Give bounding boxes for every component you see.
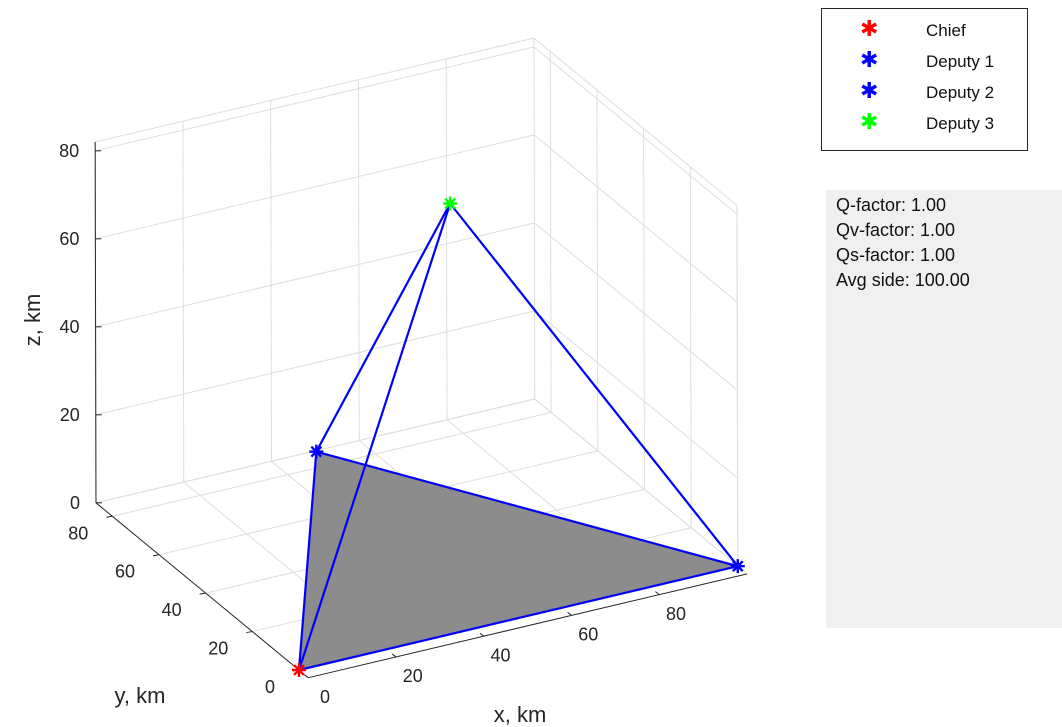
z-tick-label: 20 [60, 405, 80, 425]
tetrahedron-edge [297, 203, 452, 671]
legend-label-chief: Chief [926, 21, 966, 40]
z-tick-label: 40 [60, 317, 80, 337]
y-tick-label: 20 [208, 639, 228, 659]
z-axis-label: z, km [20, 294, 45, 347]
marker-deputy-2 [309, 444, 324, 459]
grid-line-x-backwall [357, 79, 360, 441]
y-tick [152, 554, 160, 557]
box-edge [533, 38, 536, 399]
y-axis-label: y, km [115, 683, 166, 708]
marker-deputy-1 [730, 559, 745, 574]
x-tick [567, 611, 572, 616]
axis-lines [94, 142, 748, 679]
legend-label-deputy-1: Deputy 1 [926, 52, 995, 71]
box-edge [95, 37, 535, 143]
grid-line-z-backwall [95, 310, 535, 416]
y-tick-label: 80 [68, 523, 88, 543]
z-tick-label: 80 [59, 141, 79, 161]
legend-item-deputy-3: ✱ Deputy 3 [822, 110, 1027, 136]
avg-side-text: Avg side: 100.00 [836, 270, 970, 290]
marker-deputy-3 [443, 196, 458, 211]
tetrahedron-edge [298, 565, 739, 672]
grid-line-z-backwall [95, 46, 535, 152]
shaded-face [299, 451, 738, 670]
qv-factor-text: Qv-factor: 1.00 [836, 220, 956, 240]
edges [297, 202, 739, 672]
grid-line-x-backwall [445, 58, 448, 420]
grid-line-z-backwall [95, 222, 535, 328]
box-edge [736, 205, 739, 567]
legend-marker-deputy-3: ✱ [860, 110, 879, 135]
grid-line-x-backwall [270, 100, 272, 462]
legend: ✱ Chief ✱ Deputy 1 ✱ Deputy 2 ✱ Deputy 3 [821, 8, 1028, 151]
legend-marker-deputy-1: ✱ [860, 48, 879, 73]
x-tick-label: 40 [491, 645, 511, 665]
x-tick-label: 20 [403, 666, 423, 686]
base-triangle-face [299, 451, 738, 670]
x-axis-line [308, 573, 748, 679]
grid-line-z-sidewall [533, 134, 738, 303]
grid-line-z-sidewall [534, 310, 738, 479]
grid-line-y-sidewall [689, 166, 692, 528]
axis-labels: x, km y, km z, km [20, 294, 546, 727]
z-tick-label: 0 [70, 493, 80, 513]
markers [292, 196, 745, 677]
y-axis-line [95, 502, 300, 671]
box-edge [534, 398, 739, 567]
grid-line-y-sidewall [549, 51, 552, 413]
y-tick [106, 515, 113, 518]
legend-item-chief: ✱ Chief [822, 17, 1027, 43]
legend-marker-deputy-2: ✱ [860, 79, 879, 104]
grid-line-y-sidewall [596, 90, 599, 451]
grid-line-x-backwall [182, 121, 185, 483]
y-tick [246, 631, 253, 634]
y-tick-label: 60 [115, 562, 135, 582]
x-tick [479, 632, 485, 637]
marker-chief [292, 663, 306, 677]
legend-label-deputy-3: Deputy 3 [926, 114, 995, 133]
tetrahedron-edge [315, 202, 452, 453]
marker-stroke [732, 560, 744, 572]
box-edge [533, 37, 738, 206]
q-factor-text: Q-factor: 1.00 [836, 195, 947, 215]
x-tick [304, 674, 309, 679]
x-tick-label: 80 [666, 604, 686, 624]
x-tick-label: 60 [578, 625, 598, 645]
tick-labels: 0 20 40 60 80 0 20 40 60 80 0 20 40 60 80 [59, 141, 686, 707]
grid-line-z-sidewall [533, 46, 738, 215]
legend-marker-chief: ✱ [860, 17, 879, 42]
qs-factor-text: Qs-factor: 1.00 [836, 245, 956, 265]
marker-stroke [293, 664, 305, 676]
grid-line-y-sidewall [643, 128, 645, 490]
legend-item-deputy-2: ✱ Deputy 2 [822, 79, 1027, 105]
x-tick [391, 653, 397, 658]
legend-label-deputy-2: Deputy 2 [926, 83, 995, 102]
y-tick-label: 0 [265, 677, 275, 697]
marker-stroke [310, 445, 323, 458]
x-tick-label: 0 [320, 687, 330, 707]
y-tick-label: 40 [162, 600, 182, 620]
marker-stroke [444, 197, 456, 210]
tetrahedron-edge [316, 450, 739, 568]
grid-line-z-backwall [95, 134, 535, 240]
tetrahedron-edge [449, 202, 739, 567]
info-panel: Q-factor: 1.00 Qv-factor: 1.00 Qs-factor… [826, 190, 1062, 628]
legend-item-deputy-1: ✱ Deputy 1 [822, 48, 1027, 74]
y-tick [199, 592, 206, 595]
tetrahedron-edge [297, 451, 318, 671]
z-tick-label: 60 [59, 229, 79, 249]
grid-line-z-sidewall [534, 222, 738, 391]
x-tick [655, 591, 660, 596]
x-axis-label: x, km [494, 702, 547, 727]
z-axis-line [94, 142, 97, 503]
